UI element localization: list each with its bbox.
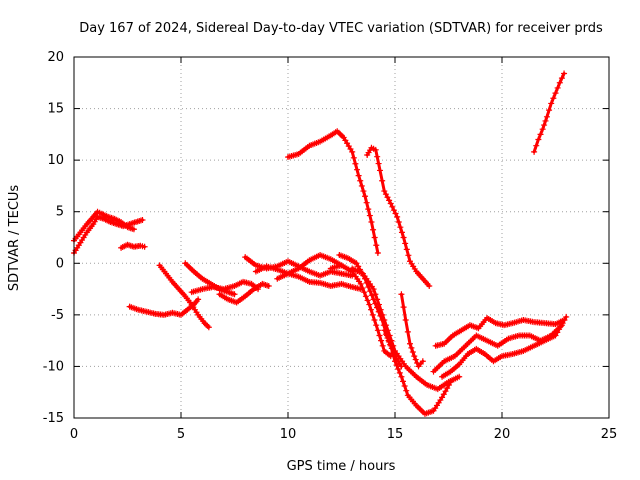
plus-markers <box>156 262 212 331</box>
axis-ticks: 0 5 10 15 20 25 -15 -10 -5 0 5 10 15 20 <box>43 50 618 442</box>
data-series <box>216 280 272 306</box>
x-tick-label: 25 <box>601 427 618 442</box>
plus-markers <box>439 313 570 380</box>
data-series <box>398 291 426 370</box>
plus-markers <box>118 241 148 251</box>
plot-frame <box>73 56 610 419</box>
y-tick-label: -5 <box>51 308 64 323</box>
x-tick-label: 15 <box>387 427 404 442</box>
plus-markers <box>216 280 272 306</box>
x-axis-label: GPS time / hours <box>287 459 396 474</box>
series-trace <box>399 292 425 368</box>
y-axis-label: SDTVAR / TECUs <box>7 185 22 292</box>
plus-markers <box>71 208 137 244</box>
x-tick-label: 10 <box>280 427 297 442</box>
data-series <box>432 314 568 349</box>
data-series <box>252 252 345 277</box>
y-tick-label: -10 <box>43 359 64 374</box>
y-tick-label: -15 <box>43 411 64 426</box>
data-series <box>156 262 212 331</box>
plus-markers <box>327 262 394 360</box>
plus-markers <box>531 70 568 155</box>
data-series <box>274 270 364 293</box>
data-series <box>349 265 463 393</box>
data-series <box>71 208 137 244</box>
plus-markers <box>285 128 381 256</box>
data-series <box>285 128 381 256</box>
y-tick-label: 20 <box>47 50 64 65</box>
plus-markers <box>274 270 364 293</box>
data-series <box>381 327 454 417</box>
y-tick-label: 0 <box>56 256 64 271</box>
y-tick-label: 10 <box>47 153 64 168</box>
x-tick-label: 20 <box>494 427 511 442</box>
y-tick-label: 15 <box>47 102 64 117</box>
plus-markers <box>398 291 426 370</box>
chart-title: Day 167 of 2024, Sidereal Day-to-day VTE… <box>79 21 603 36</box>
y-tick-label: 5 <box>56 205 64 220</box>
plus-markers <box>188 278 262 296</box>
data-series <box>327 262 394 360</box>
data-series <box>439 313 570 380</box>
data-series <box>118 241 148 251</box>
plus-markers <box>430 322 565 375</box>
plus-markers <box>364 144 433 289</box>
plus-markers <box>381 327 454 417</box>
grid <box>74 57 609 418</box>
data-series <box>531 70 568 155</box>
data-series <box>188 278 262 296</box>
data-series <box>364 144 433 289</box>
x-tick-label: 5 <box>177 427 185 442</box>
plot-series <box>71 70 570 417</box>
plus-markers <box>252 252 345 277</box>
data-series <box>430 322 565 375</box>
x-tick-label: 0 <box>70 427 78 442</box>
plus-markers <box>432 314 568 349</box>
